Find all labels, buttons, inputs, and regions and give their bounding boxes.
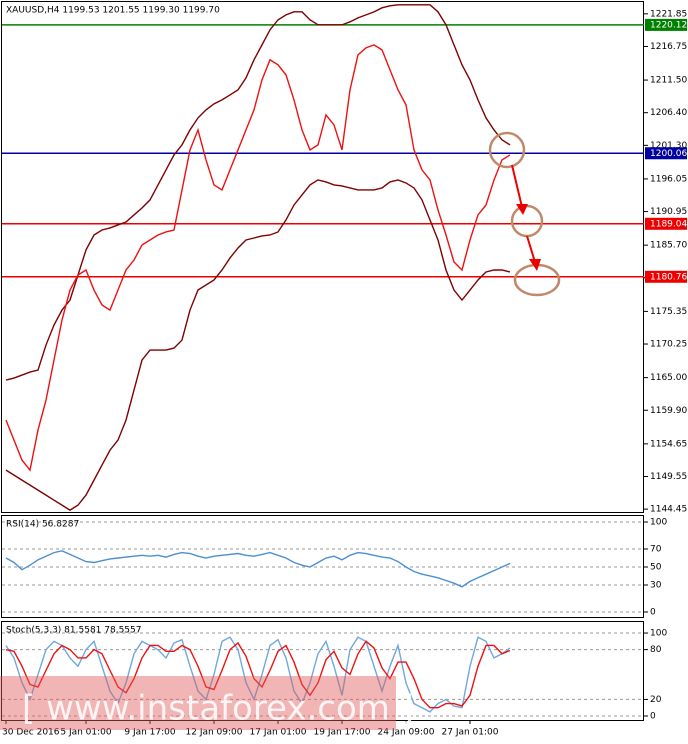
y-tick-label: 1190.95 xyxy=(650,207,687,217)
level-label: 1220.12 xyxy=(650,20,687,30)
arrowhead xyxy=(529,259,541,271)
arrow xyxy=(511,164,523,208)
x-tick-label: 17 Jan 01:00 xyxy=(250,728,307,738)
level-label-box xyxy=(645,147,687,160)
y-tick-label: 1221.85 xyxy=(650,9,687,19)
x-tick-label: 12 Jan 09:00 xyxy=(186,728,243,738)
y-tick-label: 100 xyxy=(650,518,667,528)
y-tick-label: 30 xyxy=(650,580,662,590)
y-tick-label: 1165.00 xyxy=(650,373,687,383)
y-tick-label: 1154.65 xyxy=(650,439,687,449)
level-label-box xyxy=(645,270,687,283)
y-tick-label: 1159.90 xyxy=(650,406,687,416)
x-tick-label: 30 Dec 2016 xyxy=(2,728,60,738)
plots: XAUUSD,H4 1199.53 1201.55 1199.30 1199.7… xyxy=(2,4,687,738)
level-label-box xyxy=(645,217,687,230)
y-tick-label: 1206.40 xyxy=(650,108,687,118)
panel-title: XAUUSD,H4 1199.53 1201.55 1199.30 1199.7… xyxy=(6,6,220,16)
y-tick-label: 1216.75 xyxy=(650,42,687,52)
stoch-panel xyxy=(1,621,644,721)
y-tick-label: 100 xyxy=(650,629,667,639)
y-tick-label: 1185.70 xyxy=(650,241,687,251)
x-tick-label: 5 Jan 01:00 xyxy=(60,728,112,738)
annotations xyxy=(488,131,561,297)
y-tick-label: 0 xyxy=(650,607,656,617)
y-tick-label: 1175.35 xyxy=(650,307,687,317)
series-line xyxy=(5,4,511,381)
series-line xyxy=(5,179,511,511)
series-line xyxy=(5,550,511,588)
y-tick-label: 1196.05 xyxy=(650,174,687,184)
y-tick-label: 80 xyxy=(650,645,662,655)
arrowhead xyxy=(516,204,528,215)
circle-marker xyxy=(488,131,526,169)
y-tick-label: 1201.30 xyxy=(650,141,687,151)
series-line xyxy=(5,636,511,713)
panel-title: RSI(14) 56.8287 xyxy=(6,520,79,530)
y-tick-label: 1170.25 xyxy=(650,340,687,350)
x-tick-label: 24 Jan 09:00 xyxy=(378,728,435,738)
level-label: 1189.04 xyxy=(650,219,687,229)
y-tick-label: 1149.55 xyxy=(650,472,687,482)
level-label: 1200.06 xyxy=(650,149,687,159)
y-tick-label: 1144.45 xyxy=(650,505,687,515)
watermark: [ www.instaforex.com ] xyxy=(22,689,414,729)
y-tick-label: 50 xyxy=(650,563,662,573)
y-tick-label: 1211.50 xyxy=(650,76,687,86)
series-line xyxy=(5,44,511,472)
x-tick-label: 27 Jan 01:00 xyxy=(442,728,499,738)
y-tick-label: 0 xyxy=(650,712,656,722)
y-tick-label: 20 xyxy=(650,695,662,705)
y-tick-label: 70 xyxy=(650,545,662,555)
level-label: 1180.76 xyxy=(650,272,687,282)
series-line xyxy=(5,640,511,709)
x-tick-label: 19 Jan 17:00 xyxy=(314,728,371,738)
watermark-band xyxy=(0,676,396,730)
panel-title: Stoch(5,3,3) 81.5581 78.5557 xyxy=(6,626,141,636)
level-label-box xyxy=(645,18,687,31)
price-panel xyxy=(1,1,644,513)
arrow xyxy=(526,235,536,263)
rsi-panel xyxy=(1,515,644,618)
x-tick-label: 9 Jan 17:00 xyxy=(124,728,176,738)
